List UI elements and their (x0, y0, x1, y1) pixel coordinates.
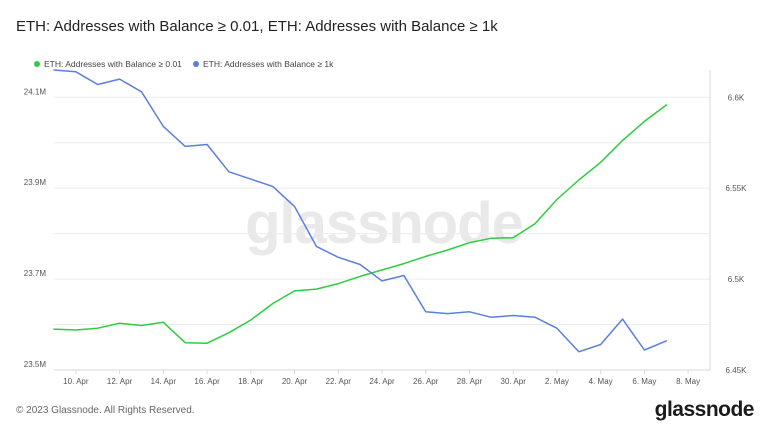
y-right-tick-label: 6.6K (728, 93, 745, 102)
series-line-balance-1k (53, 69, 668, 353)
legend: ETH: Addresses with Balance ≥ 0.01 ETH: … (34, 59, 334, 69)
series (53, 69, 668, 353)
x-tick-label: 20. Apr (282, 377, 308, 386)
watermark-text: glassnode (245, 191, 523, 256)
legend-label-series-b: ETH: Addresses with Balance ≥ 1k (203, 59, 334, 69)
x-tick-label: 26. Apr (413, 377, 439, 386)
y-right-tick-label: 6.45K (726, 366, 748, 375)
x-tick-label: 28. Apr (457, 377, 483, 386)
brand-logo: glassnode (654, 398, 755, 421)
chart-title: ETH: Addresses with Balance ≥ 0.01, ETH:… (16, 18, 498, 35)
x-tick-label: 8. May (676, 377, 700, 386)
series-line-balance-0-01 (53, 104, 668, 344)
x-tick-label: 22. Apr (326, 377, 352, 386)
x-tick-label: 6. May (632, 377, 656, 386)
y-left-tick-label: 24.1M (24, 87, 47, 96)
y-left-tick-label: 23.7M (24, 269, 47, 278)
y-left-tick-label: 23.9M (24, 178, 47, 187)
x-tick-label: 30. Apr (501, 377, 527, 386)
x-tick-label: 10. Apr (63, 377, 89, 386)
tick-labels: 23.5M 23.7M 23.9M 24.1M 6.45K 6.5K 6.55K 6.6K 10… (24, 87, 747, 386)
x-tick-label: 14. Apr (151, 377, 177, 386)
copyright-text: © 2023 Glassnode. All Rights Reserved. (16, 405, 195, 416)
x-tick-label: 24. Apr (369, 377, 395, 386)
y-right-tick-label: 6.55K (726, 184, 748, 193)
grid (54, 96, 710, 371)
legend-marker-series-a (34, 61, 40, 67)
x-tick-label: 4. May (589, 377, 613, 386)
legend-marker-series-b (193, 61, 199, 67)
y-right-tick-label: 6.5K (728, 275, 745, 284)
x-tick-label: 18. Apr (238, 377, 264, 386)
y-left-tick-label: 23.5M (24, 360, 47, 369)
x-tick-label: 16. Apr (194, 377, 220, 386)
legend-label-series-a: ETH: Addresses with Balance ≥ 0.01 (44, 59, 182, 69)
x-tick-label: 2. May (545, 377, 569, 386)
x-tick-label: 12. Apr (107, 377, 133, 386)
axes (54, 70, 711, 374)
